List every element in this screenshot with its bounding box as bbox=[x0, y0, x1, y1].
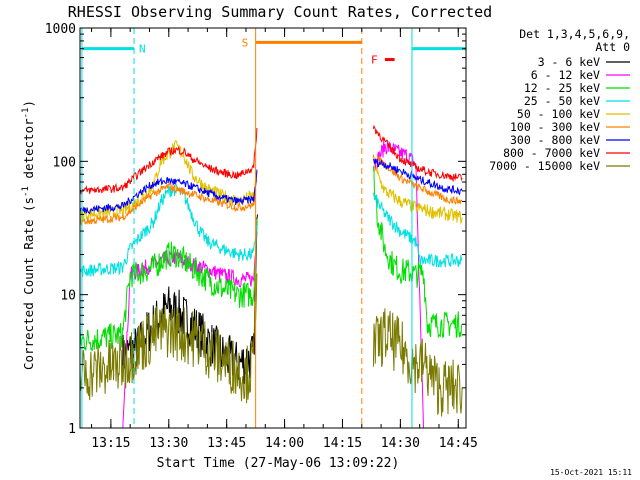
flag-label-n: N bbox=[139, 43, 146, 56]
plot-frame bbox=[79, 27, 467, 429]
flag-label-f: F bbox=[371, 54, 378, 67]
y-label-part-2: detector bbox=[21, 118, 36, 186]
y-axis-label: Corrected Count Rate (s-1 detector-1) bbox=[21, 100, 36, 370]
x-tick-label-4: 14:00 bbox=[265, 436, 304, 451]
x-tick-label-1: 13:15 bbox=[91, 436, 130, 451]
legend-label-7: 300 - 800 keV bbox=[510, 133, 600, 147]
series-line-4 bbox=[80, 182, 463, 278]
x-tick-label-2: 13:30 bbox=[149, 436, 188, 451]
legend-label-2: 6 - 12 keV bbox=[531, 68, 600, 82]
y-label-sup-1: -1 bbox=[21, 186, 31, 197]
series-line-7 bbox=[80, 158, 463, 215]
x-tick-label-6: 14:30 bbox=[381, 436, 420, 451]
x-axis: 13:15 13:30 13:45 14:00 14:15 14:30 14:45 bbox=[91, 28, 478, 451]
series-line-3 bbox=[80, 166, 463, 352]
flag-bars: N S F bbox=[81, 36, 466, 67]
legend-label-6: 100 - 300 keV bbox=[510, 120, 600, 134]
y-axis: 1 10 100 1000 bbox=[45, 22, 466, 437]
x-tick-label-3: 13:45 bbox=[207, 436, 246, 451]
y-tick-label-1: 1 bbox=[68, 422, 76, 437]
series-layer bbox=[80, 124, 463, 428]
x-tick-label-5: 14:15 bbox=[323, 436, 362, 451]
legend-label-4: 25 - 50 keV bbox=[524, 94, 600, 108]
x-tick-label-7: 14:45 bbox=[439, 436, 478, 451]
legend-label-8: 800 - 7000 keV bbox=[503, 146, 600, 160]
y-tick-label-4: 1000 bbox=[45, 22, 76, 37]
legend-label-3: 12 - 25 keV bbox=[524, 81, 600, 95]
series-line-8 bbox=[80, 124, 463, 195]
chart-title: RHESSI Observing Summary Count Rates, Co… bbox=[68, 3, 492, 21]
legend-label-5: 50 - 100 keV bbox=[517, 107, 600, 121]
x-axis-label: Start Time (27-May-06 13:09:22) bbox=[157, 456, 400, 471]
series-line-9 bbox=[80, 273, 463, 417]
y-label-part-3: ) bbox=[21, 100, 36, 108]
legend-header-2: Att 0 bbox=[595, 40, 630, 54]
y-label-part-1: Corrected Count Rate (s bbox=[21, 197, 36, 370]
y-tick-label-2: 10 bbox=[60, 289, 76, 304]
footer-date: 15-Oct-2021 15:11 bbox=[550, 468, 632, 477]
y-label-sup-2: -1 bbox=[21, 108, 31, 119]
legend-header-1: Det 1,3,4,5,6,9, bbox=[519, 27, 630, 41]
legend-label-1: 3 - 6 keV bbox=[538, 55, 600, 69]
y-tick-label-3: 100 bbox=[53, 155, 76, 170]
series-line-6 bbox=[80, 154, 463, 226]
plot-area: N S F bbox=[79, 27, 467, 429]
flag-label-s: S bbox=[242, 36, 249, 49]
legend-label-9: 7000 - 15000 keV bbox=[489, 159, 600, 173]
